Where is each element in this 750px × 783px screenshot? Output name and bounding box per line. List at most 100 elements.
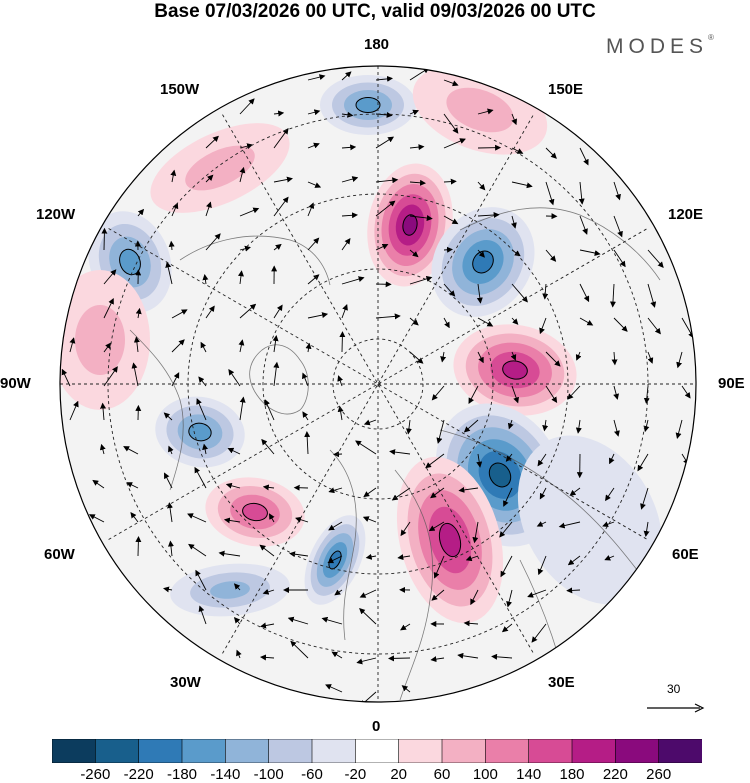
wind-vector	[443, 283, 456, 297]
wind-vector	[88, 514, 105, 523]
wind-vector	[643, 385, 650, 404]
wind-vector	[171, 202, 179, 217]
wind-vector	[510, 351, 517, 361]
brand-name: MODES	[606, 35, 709, 58]
wind-vector	[239, 396, 246, 421]
wind-vector	[363, 487, 377, 498]
wind-vector	[472, 521, 479, 544]
lon-label-90w: 90W	[0, 375, 31, 392]
wind-vector	[375, 243, 389, 251]
colorbar-swatch	[52, 739, 97, 763]
wind-vector	[225, 482, 241, 489]
wind-vector	[126, 482, 139, 489]
wind-vector	[436, 419, 445, 444]
wind-vector	[260, 654, 275, 661]
wind-vector	[558, 521, 581, 529]
wind-vector	[637, 453, 649, 472]
wind-vector	[409, 109, 420, 116]
wind-vector	[273, 196, 289, 217]
wind-vector	[566, 587, 581, 594]
wind-vector	[640, 487, 649, 510]
anom-central-asia-high-level	[502, 360, 528, 380]
wind-vector	[431, 589, 445, 601]
wind-vector	[273, 243, 282, 251]
wind-vector	[239, 166, 246, 183]
wind-vector	[579, 283, 590, 303]
wind-vector	[405, 419, 412, 435]
lon-label-150e: 150E	[548, 81, 584, 98]
wind-vector	[457, 652, 479, 659]
wind-vector	[202, 274, 209, 285]
wind-vector	[681, 385, 691, 399]
wind-vector	[103, 366, 118, 387]
wind-vector	[205, 233, 221, 251]
colorbar-tick-label: 260	[646, 766, 672, 783]
wind-vector	[239, 245, 251, 252]
wind-vector	[375, 136, 395, 149]
wind-vector	[643, 521, 650, 537]
colorbar-tick-label: 180	[559, 766, 585, 783]
wind-vector	[542, 419, 549, 432]
wind-vector	[477, 249, 485, 258]
wind-vector	[273, 127, 289, 149]
wind-vector	[409, 276, 433, 285]
map-border	[59, 65, 697, 703]
anom-central-asia-high	[453, 324, 577, 416]
wind-vector	[575, 351, 582, 361]
brand-mark: ®	[708, 33, 714, 42]
wind-vector	[505, 453, 513, 462]
wind-vector	[579, 317, 594, 326]
colorbar-swatch	[398, 739, 443, 763]
wind-vector	[375, 177, 399, 184]
wind-vector	[171, 372, 180, 387]
wind-vector	[328, 521, 343, 531]
wind-vector	[539, 317, 547, 335]
wind-vector	[200, 341, 207, 353]
wind-vector	[400, 521, 411, 537]
wind-vector	[579, 215, 588, 235]
wind-vector	[609, 283, 616, 308]
wind-vector	[511, 181, 533, 189]
wind-vector	[511, 385, 519, 404]
wind-vector	[537, 453, 547, 467]
wind-vector	[341, 304, 348, 319]
wind-vector	[355, 440, 377, 455]
wind-vector	[130, 512, 139, 523]
colorbar	[52, 739, 702, 763]
wind-vector	[443, 138, 466, 149]
colorbar-swatch	[311, 739, 357, 763]
wind-vector	[643, 419, 650, 433]
anom-ne-pacific-low-level	[355, 97, 381, 113]
colorbar-tick-label: -180	[166, 766, 198, 783]
wind-vector	[647, 317, 661, 335]
wind-vector	[269, 513, 275, 523]
wind-vector	[273, 361, 280, 387]
lon-label-60w: 60W	[44, 546, 75, 563]
wind-vector	[647, 249, 664, 268]
wind-vector	[337, 375, 343, 387]
anom-aleutian-high-level	[446, 87, 514, 133]
colorbar-tick-label: 60	[433, 766, 451, 783]
wind-vector	[167, 540, 174, 557]
wind-vector	[470, 589, 479, 606]
wind-vector	[567, 385, 581, 400]
wind-vector	[205, 174, 214, 183]
wind-vector	[341, 176, 359, 183]
wind-vector	[334, 589, 343, 596]
wind-vector	[331, 651, 343, 659]
wind-vector	[328, 487, 343, 494]
wind-vector	[428, 521, 445, 532]
wind-vector	[205, 135, 219, 149]
anom-east-siberia-low	[431, 207, 535, 317]
wind-vector	[305, 342, 312, 353]
wind-vector	[164, 472, 173, 489]
wind-vector	[295, 516, 309, 523]
wind-vector	[341, 276, 365, 285]
wind-vector	[163, 586, 173, 593]
wind-vector	[61, 368, 71, 387]
wind-vector	[545, 249, 557, 262]
wind-vector	[100, 402, 107, 421]
wind-vector	[463, 419, 479, 433]
wind-vector	[506, 589, 513, 608]
